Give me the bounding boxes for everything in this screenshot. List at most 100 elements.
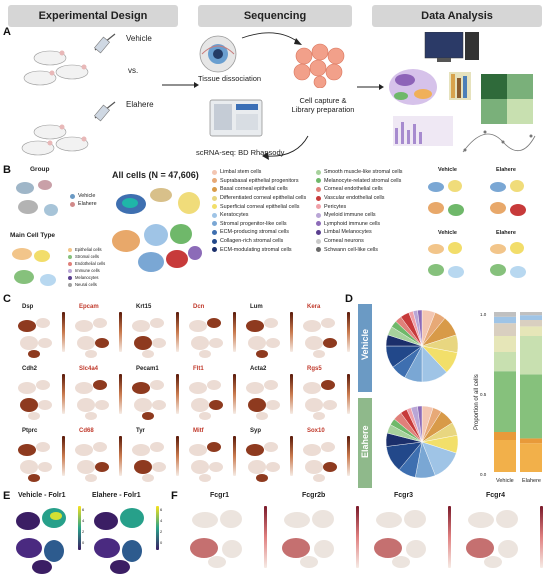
elahere-umap-title: Elahere bbox=[496, 167, 516, 173]
group-umap bbox=[10, 176, 74, 222]
umap-cluster bbox=[392, 556, 410, 568]
umap-cluster bbox=[496, 510, 518, 528]
umap-cluster bbox=[266, 462, 280, 472]
legend-dot bbox=[68, 261, 72, 266]
legend-item: Lymphoid immune cells bbox=[316, 220, 403, 229]
main-cell-type-umap bbox=[8, 244, 68, 294]
bar-segment bbox=[494, 336, 516, 352]
legend-dot bbox=[212, 212, 217, 218]
umap-cluster bbox=[191, 336, 209, 350]
umap-cluster bbox=[85, 412, 97, 420]
umap-cluster bbox=[300, 556, 318, 568]
panel-letter-e: E bbox=[3, 490, 11, 502]
umap-cluster bbox=[209, 462, 223, 472]
legend-dot bbox=[316, 238, 321, 244]
umap-cluster bbox=[36, 442, 50, 452]
umap-cluster bbox=[248, 398, 266, 412]
colorbar bbox=[176, 436, 179, 476]
colorbar bbox=[119, 374, 122, 414]
umap-cluster bbox=[93, 380, 107, 390]
umap-cluster bbox=[314, 540, 334, 558]
umap-cluster bbox=[38, 462, 52, 472]
elahere-label: Elahere bbox=[126, 100, 154, 109]
umap-cluster bbox=[191, 460, 209, 474]
cell-type-legend-col1: Limbal stem cells Suprabasal epithelial … bbox=[212, 168, 306, 254]
panel-letter-d: D bbox=[345, 293, 353, 305]
bar-segment bbox=[520, 336, 542, 375]
cb-tick: 4 bbox=[160, 518, 163, 523]
legend-label: Basal corneal epithelial cells bbox=[220, 186, 288, 193]
legend-item: Collagen-rich stromal cells bbox=[212, 237, 306, 246]
umap-cluster bbox=[18, 320, 36, 332]
group-legend: Vehicle Elahere bbox=[70, 192, 97, 209]
gene-label: Pecam1 bbox=[136, 366, 159, 372]
colorbar bbox=[290, 436, 293, 476]
umap-cluster bbox=[142, 350, 154, 358]
bar-segment bbox=[520, 374, 542, 439]
umap-cluster bbox=[282, 538, 310, 558]
legend-item: Vascular endothelial cells bbox=[316, 194, 403, 203]
umap-cluster bbox=[142, 474, 154, 482]
umap-cluster bbox=[313, 350, 325, 358]
legend-dot bbox=[316, 169, 321, 175]
cb-tick: 2 bbox=[82, 529, 85, 534]
colorbar bbox=[119, 312, 122, 352]
cb-tick: 0 bbox=[82, 540, 85, 545]
legend-item-vehicle: Vehicle bbox=[70, 192, 97, 201]
legend-dot bbox=[316, 178, 321, 184]
elahere-folr1-umap bbox=[88, 504, 150, 578]
bar-segment bbox=[494, 432, 516, 440]
eye-icon bbox=[199, 35, 237, 73]
vehicle-band bbox=[358, 304, 372, 392]
gene-feature-plot: Epcam bbox=[71, 304, 128, 366]
umap-cluster bbox=[152, 462, 166, 472]
fcgr-feature-plot: Fcgr1 bbox=[180, 492, 272, 580]
umap-cluster bbox=[323, 400, 337, 410]
legend-label: Collagen-rich stromal cells bbox=[220, 238, 284, 245]
umap-cluster bbox=[189, 320, 207, 332]
umap-cluster bbox=[208, 556, 226, 568]
elahere-cell-type-umap bbox=[486, 176, 540, 226]
legend-dot bbox=[316, 186, 321, 192]
cell-capture-label: Cell capture & Library preparation bbox=[291, 96, 355, 114]
umap-cluster bbox=[305, 398, 323, 412]
bar-segment bbox=[520, 315, 542, 320]
gene-feature-plot: Acta2 bbox=[242, 366, 299, 428]
umap-cluster bbox=[85, 350, 97, 358]
ytick-05: 0.5 bbox=[480, 392, 487, 397]
legend-item: ECM-producing stromal cells bbox=[212, 228, 306, 237]
legend-label: Differentiated corneal epithelial cells bbox=[220, 195, 307, 202]
cb-tick: 6 bbox=[160, 507, 163, 512]
umap-cluster bbox=[36, 318, 50, 328]
legend-dot bbox=[68, 254, 72, 259]
elahere-band-label: Elahere bbox=[360, 425, 370, 458]
colorbar bbox=[62, 312, 65, 352]
legend-item: Immune cells bbox=[68, 267, 105, 274]
cb-tick: 4 bbox=[82, 518, 85, 523]
vehicle-colorbar-ticks: 6 4 2 0 bbox=[82, 504, 84, 548]
gene-feature-plot: Tyr bbox=[128, 428, 185, 490]
gene-label: Sox10 bbox=[307, 428, 325, 434]
group-title: Group bbox=[30, 166, 50, 173]
data-analysis-header: Data Analysis bbox=[372, 5, 542, 27]
umap-cluster bbox=[18, 382, 36, 394]
umap-cluster bbox=[209, 338, 223, 348]
bar-segment bbox=[520, 443, 542, 472]
umap-cluster bbox=[28, 350, 40, 358]
gene-label: Kera bbox=[307, 304, 321, 310]
umap-cluster bbox=[28, 412, 40, 420]
legend-dot bbox=[68, 275, 72, 280]
colorbar bbox=[347, 312, 350, 352]
umap-cluster bbox=[376, 512, 402, 528]
cell-type-legend-col2: Smooth muscle-like stromal cells Melanoc… bbox=[316, 168, 403, 254]
legend-dot bbox=[212, 238, 217, 244]
umap-cluster bbox=[199, 474, 211, 482]
legend-item: Stromal cells bbox=[68, 253, 105, 260]
umap-cluster bbox=[484, 556, 502, 568]
vs-label: vs. bbox=[128, 66, 139, 75]
umap-cluster bbox=[190, 538, 218, 558]
gene-feature-plot: Cdh2 bbox=[14, 366, 71, 428]
legend-item: Suprabasal epithelial progenitors bbox=[212, 177, 306, 186]
colorbar bbox=[290, 312, 293, 352]
cell-cluster-icon bbox=[293, 43, 345, 88]
